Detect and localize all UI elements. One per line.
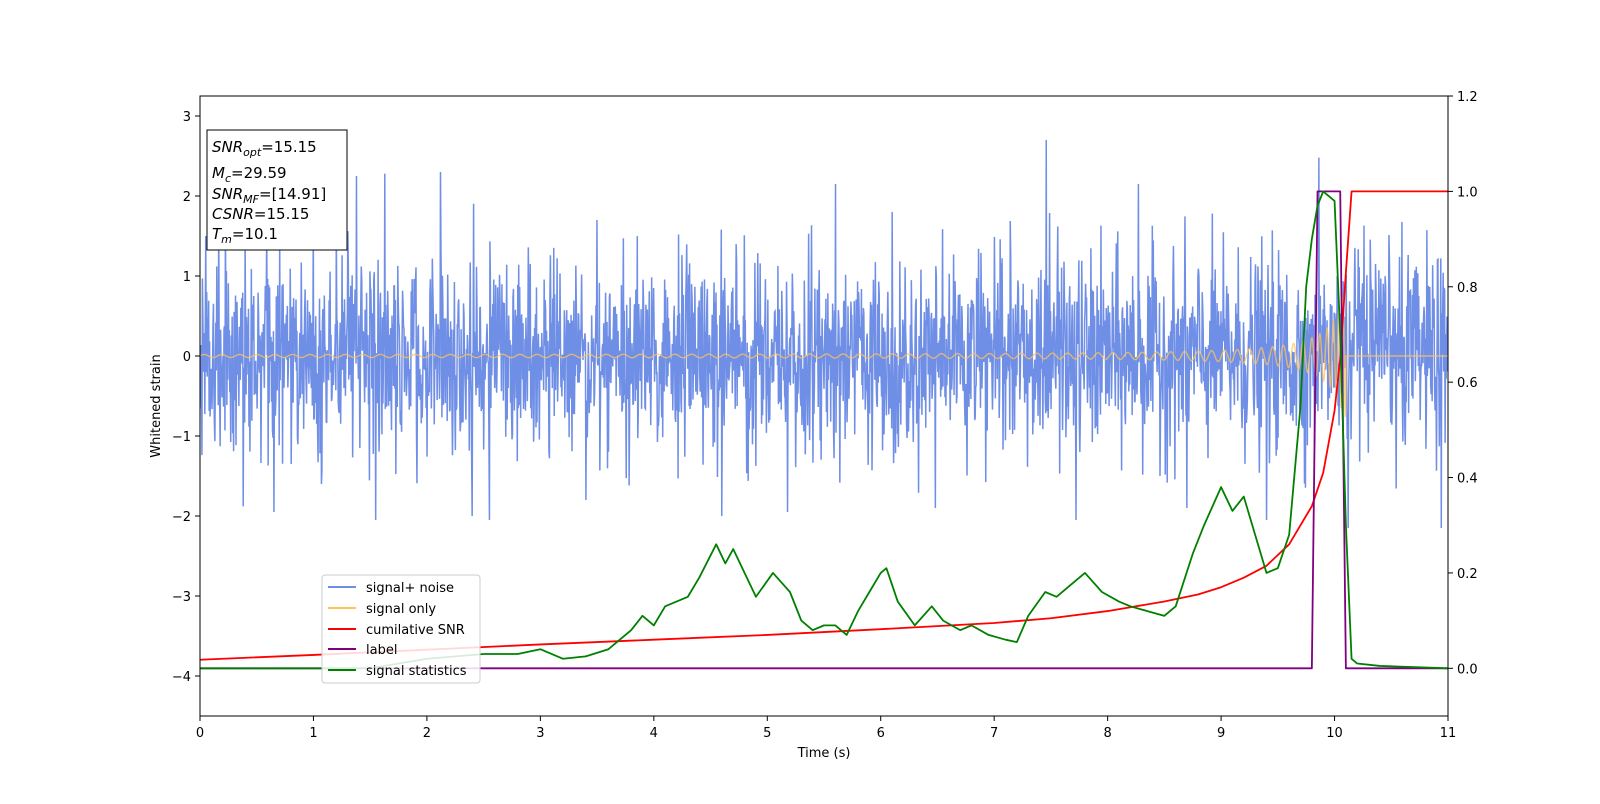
y-right-tick-label: 1.0 [1457, 185, 1478, 200]
x-tick-label: 11 [1440, 726, 1457, 741]
info-csnr: CSNR=15.15 [212, 205, 309, 223]
series-signal-noise-line [200, 139, 1448, 529]
x-tick-label: 9 [1217, 726, 1225, 741]
y-left-tick-label: 3 [183, 110, 191, 125]
x-tick-label: 8 [1103, 726, 1111, 741]
y-left-tick-label: −4 [172, 670, 191, 685]
info-snr-opt: SNRopt=15.15 [212, 138, 317, 159]
y-axis-label: Whitened strain [149, 354, 164, 457]
info-snr-mf: SNRMF=[14.91] [212, 185, 326, 206]
legend-label-signal-statistics: signal statistics [366, 664, 467, 679]
series-signal-statistics-line [200, 190, 1448, 670]
legend-label-cumulative-snr: cumilative SNR [366, 623, 465, 638]
x-axis-label: Time (s) [797, 746, 851, 761]
plot-frame [199, 95, 1449, 717]
y-left-tick-label: 2 [183, 190, 191, 205]
info-tm: Tm=10.1 [212, 225, 278, 246]
x-tick-label: 0 [196, 726, 204, 741]
x-axis: 0 1 2 3 4 5 6 7 8 9 10 11 [196, 716, 1456, 741]
y-right-tick-label: 0.6 [1457, 376, 1478, 391]
x-tick-label: 7 [990, 726, 998, 741]
y-right-tick-label: 0.8 [1457, 281, 1478, 296]
y-axis-right: 1.2 1.0 0.8 0.6 0.4 0.2 0.0 [1448, 90, 1478, 677]
y-axis-left: 3 2 1 0 −1 −2 −3 −4 [172, 110, 200, 685]
series-cumulative-snr-line [200, 190, 1448, 661]
x-tick-label: 4 [650, 726, 658, 741]
legend-frame [321, 574, 481, 684]
y-right-tick-label: 1.2 [1457, 90, 1478, 105]
info-box-frame [206, 129, 348, 251]
series-signal-only-line [200, 296, 1448, 418]
y-right-tick-label: 0.4 [1457, 472, 1478, 487]
x-tick-label: 1 [309, 726, 317, 741]
x-tick-label: 5 [763, 726, 771, 741]
y-right-tick-label: 0.2 [1457, 567, 1478, 582]
x-tick-label: 3 [536, 726, 544, 741]
legend-label-label: label [366, 643, 397, 658]
y-left-tick-label: −1 [172, 430, 191, 445]
series-label-line [200, 190, 1448, 670]
x-tick-label: 6 [877, 726, 885, 741]
y-left-tick-label: −2 [172, 510, 191, 525]
info-box: SNRopt=15.15 Mc=29.59 SNRMF=[14.91] CSNR… [206, 129, 348, 251]
legend-label-signal-noise: signal+ noise [366, 581, 454, 596]
x-tick-label: 10 [1326, 726, 1343, 741]
series-layer [200, 139, 1448, 670]
x-tick-label: 2 [423, 726, 431, 741]
legend: signal+ noise signal only cumilative SNR… [321, 574, 481, 684]
y-right-tick-label: 0.0 [1457, 662, 1478, 677]
y-left-tick-label: 0 [183, 350, 191, 365]
legend-label-signal-only: signal only [366, 602, 436, 617]
y-left-tick-label: 1 [183, 270, 191, 285]
y-left-tick-label: −3 [172, 590, 191, 605]
info-mc: Mc=29.59 [212, 164, 287, 185]
